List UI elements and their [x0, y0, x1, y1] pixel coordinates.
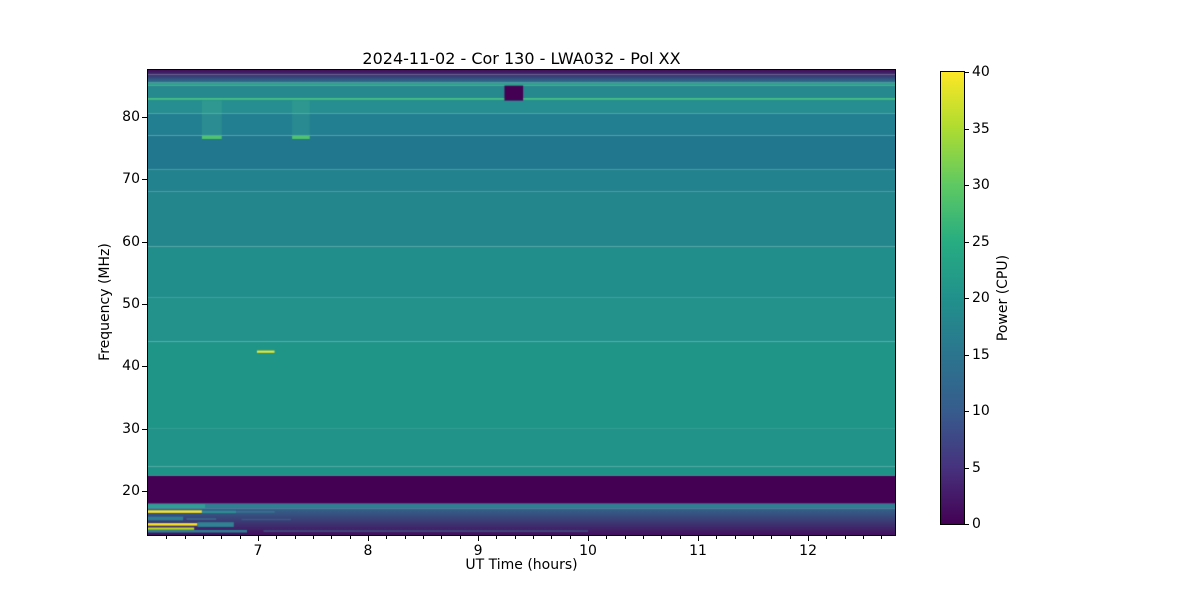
- x-tick-label: 11: [689, 543, 707, 559]
- colorbar-tick-label: 15: [972, 346, 990, 363]
- y-tick-mark: [142, 241, 147, 243]
- x-tick-mark: [808, 536, 810, 541]
- y-tick-label: 20: [122, 483, 140, 500]
- x-minor-tick-mark: [771, 536, 773, 539]
- x-minor-tick-mark: [569, 536, 571, 539]
- x-minor-tick-mark: [514, 536, 516, 539]
- x-minor-tick-mark: [533, 536, 535, 539]
- colorbar-tick-label: 40: [972, 64, 990, 80]
- colorbar-tick-mark: [965, 467, 969, 469]
- x-minor-tick-mark: [386, 536, 388, 539]
- colorbar-tick-mark: [965, 411, 969, 412]
- colorbar-gradient: [941, 72, 964, 524]
- x-minor-tick-mark: [166, 536, 168, 539]
- colorbar-tick-mark: [965, 298, 969, 299]
- spectrogram-heatmap: [148, 70, 895, 535]
- y-tick-label: 70: [122, 171, 140, 188]
- x-minor-tick-mark: [789, 536, 791, 539]
- colorbar-tick-mark: [965, 524, 969, 525]
- x-tick-label: 12: [799, 543, 817, 559]
- x-minor-tick-mark: [441, 536, 443, 539]
- x-tick-label: 8: [363, 543, 373, 559]
- x-minor-tick-mark: [679, 536, 681, 539]
- colorbar-tick-mark: [965, 354, 969, 356]
- x-minor-tick-mark: [331, 536, 333, 539]
- x-minor-tick-mark: [624, 536, 626, 539]
- colorbar-tick-label: 35: [972, 120, 990, 137]
- x-minor-tick-mark: [423, 536, 425, 539]
- colorbar-tick-label: 5: [972, 459, 981, 476]
- colorbar-tick-mark: [965, 241, 969, 243]
- y-tick-mark: [142, 428, 147, 430]
- colorbar-tick-label: 30: [972, 177, 990, 193]
- y-tick-label: 40: [122, 358, 140, 375]
- x-minor-tick-mark: [239, 536, 241, 539]
- x-minor-tick-mark: [606, 536, 608, 539]
- x-minor-tick-mark: [826, 536, 828, 539]
- x-minor-tick-mark: [496, 536, 498, 539]
- x-minor-tick-mark: [661, 536, 663, 539]
- colorbar-tick-label: 20: [972, 290, 990, 306]
- colorbar-tick-label: 0: [972, 516, 981, 532]
- y-tick-mark: [142, 366, 147, 368]
- x-minor-tick-mark: [313, 536, 315, 539]
- x-minor-tick-mark: [716, 536, 718, 539]
- y-tick-label: 60: [122, 233, 140, 250]
- colorbar-label: Power (CPU): [995, 254, 1011, 342]
- colorbar-tick-mark: [965, 72, 969, 73]
- y-tick-mark: [142, 304, 147, 306]
- x-tick-mark: [258, 536, 259, 541]
- plot-area: [147, 69, 896, 536]
- x-minor-tick-mark: [184, 536, 186, 539]
- x-tick-mark: [698, 536, 700, 541]
- x-minor-tick-mark: [863, 536, 865, 539]
- x-minor-tick-mark: [551, 536, 553, 539]
- x-tick-mark: [478, 536, 480, 541]
- y-tick-label: 30: [122, 420, 140, 437]
- y-tick-mark: [142, 179, 147, 181]
- x-tick-mark: [368, 536, 370, 541]
- x-axis-label: UT Time (hours): [465, 557, 578, 573]
- x-minor-tick-mark: [203, 536, 204, 539]
- y-tick-mark: [142, 491, 147, 493]
- plot-title: 2024-11-02 - Cor 130 - LWA032 - Pol XX: [362, 49, 681, 68]
- colorbar-tick-mark: [965, 185, 969, 186]
- x-minor-tick-mark: [844, 536, 846, 539]
- x-tick-label: 10: [579, 543, 597, 559]
- colorbar: [940, 71, 965, 525]
- y-tick-label: 50: [122, 296, 140, 313]
- x-minor-tick-mark: [221, 536, 223, 539]
- x-tick-label: 7: [253, 543, 263, 559]
- colorbar-tick-label: 25: [972, 233, 990, 250]
- x-tick-label: 9: [473, 543, 483, 559]
- colorbar-tick-label: 10: [972, 403, 990, 419]
- x-minor-tick-mark: [276, 536, 278, 539]
- y-tick-label: 80: [122, 108, 140, 125]
- x-minor-tick-mark: [753, 536, 755, 539]
- x-minor-tick-mark: [643, 536, 645, 539]
- x-minor-tick-mark: [404, 536, 406, 539]
- colorbar-tick-mark: [965, 128, 969, 130]
- x-minor-tick-mark: [734, 536, 736, 539]
- x-minor-tick-mark: [349, 536, 351, 539]
- y-tick-mark: [142, 116, 147, 118]
- x-tick-mark: [588, 536, 590, 541]
- x-minor-tick-mark: [294, 536, 296, 539]
- x-minor-tick-mark: [881, 536, 883, 539]
- x-minor-tick-mark: [459, 536, 461, 539]
